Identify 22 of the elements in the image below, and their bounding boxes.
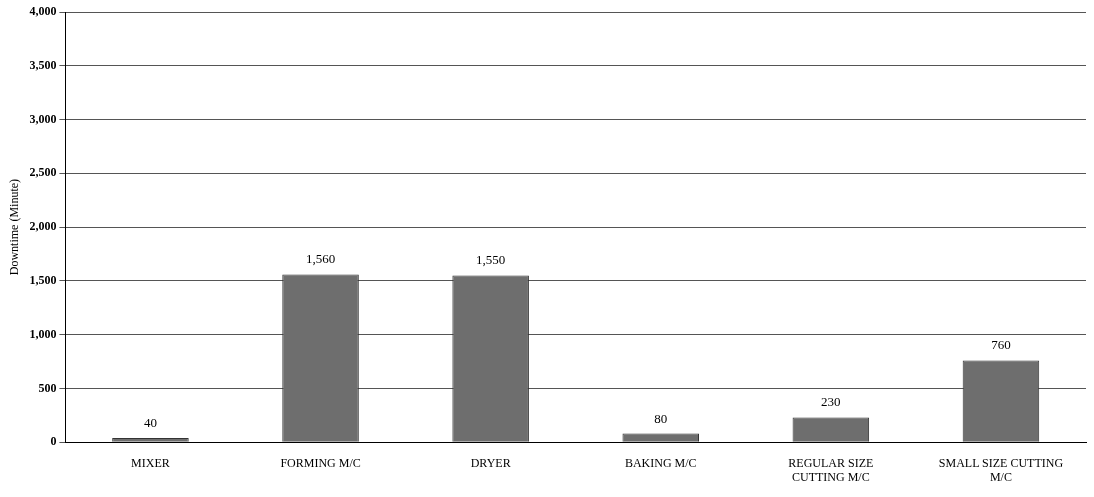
x-tick-label: REGULAR SIZE CUTTING M/C <box>788 455 874 484</box>
data-label: 40 <box>143 414 157 430</box>
y-tick-label: 4,000 <box>29 4 57 19</box>
x-tick-label: FORMING M/C <box>280 455 361 470</box>
y-tick-label: 2,000 <box>29 219 57 234</box>
y-tick-label: 3,500 <box>29 57 57 72</box>
data-label: 1,560 <box>305 251 336 267</box>
y-tick-label: 1,500 <box>29 272 57 287</box>
data-label: 1,550 <box>476 252 506 268</box>
y-tick-label: 3,000 <box>29 111 57 126</box>
data-label: 80 <box>654 410 668 426</box>
y-tick-label: 0 <box>50 434 57 449</box>
data-label: 230 <box>821 394 841 410</box>
y-tick-label: 1,000 <box>29 326 57 341</box>
y-axis-title: Downtime (Minute) <box>7 178 22 276</box>
x-tick-label: DRYER <box>470 455 511 470</box>
x-tick-label: BAKING M/C <box>624 455 697 470</box>
y-tick-label: 2,500 <box>29 165 57 180</box>
y-tick-label: 500 <box>38 380 57 395</box>
data-label: 760 <box>991 337 1011 353</box>
x-tick-label: SMALL SIZE CUTTING M/C <box>938 455 1064 484</box>
x-tick-label: MIXER <box>131 455 170 470</box>
